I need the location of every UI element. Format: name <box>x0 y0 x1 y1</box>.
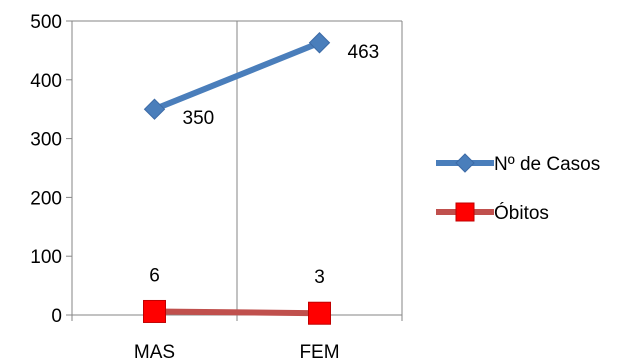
data-point-marker <box>308 32 331 54</box>
legend-marker-0 <box>455 153 475 173</box>
y-tick-label: 300 <box>30 130 62 151</box>
series-line-0 <box>151 39 323 113</box>
legend-label-0: Nº de Casos <box>494 154 600 175</box>
x-tick-label: MAS <box>134 342 175 361</box>
x-tick-label: FEM <box>299 342 339 361</box>
y-tick-label: 500 <box>30 12 62 33</box>
y-tick-label: 100 <box>30 247 62 268</box>
legend: Nº de Casos Óbitos <box>436 153 600 224</box>
y-tick-label: 0 <box>51 306 62 327</box>
axes: 0 100 200 300 400 500 MAS FEM <box>30 12 403 361</box>
gridlines <box>72 20 403 315</box>
data-label: 6 <box>149 265 160 286</box>
data-label: 3 <box>314 267 325 288</box>
series-layer <box>143 32 331 325</box>
data-label: 463 <box>348 42 380 63</box>
data-label: 350 <box>183 108 215 129</box>
series-line-1 <box>151 308 323 317</box>
legend-marker-1 <box>455 202 475 222</box>
legend-label-1: Óbitos <box>494 202 549 224</box>
data-point-marker <box>143 98 166 120</box>
y-tick-label: 200 <box>30 188 62 209</box>
data-point-marker <box>143 299 166 323</box>
y-tick-label: 400 <box>30 71 62 92</box>
labels-layer: 350 463 6 3 <box>149 42 379 288</box>
data-point-marker <box>308 301 331 325</box>
